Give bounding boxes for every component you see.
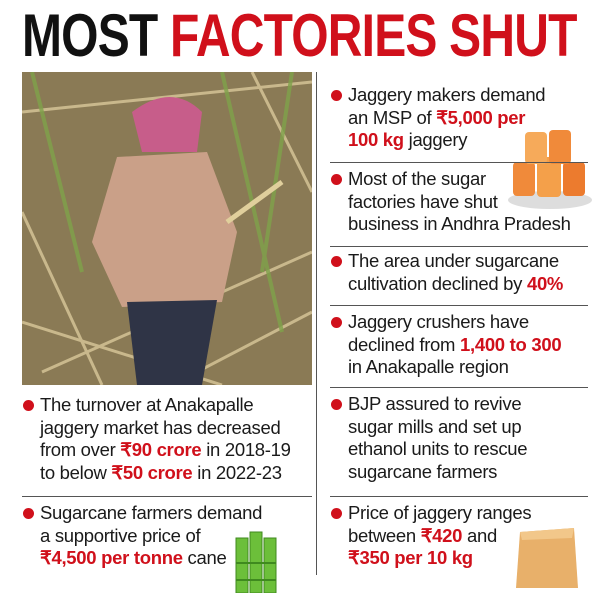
- bullet-line: from over ₹90 crore in 2018-19: [40, 439, 291, 462]
- bullet-line: ethanol units to rescue: [348, 438, 528, 461]
- highlight-text: 40%: [526, 272, 564, 294]
- bullet-text: factories have shut: [348, 190, 498, 212]
- bullet-text: Sugarcane farmers demand: [40, 502, 263, 523]
- bullet-line: Jaggery crushers have: [331, 311, 561, 334]
- bullet: Jaggery makers demand an MSP of ₹5,000 pe…: [331, 84, 546, 152]
- bullet-text: jaggery market has decreased: [40, 416, 281, 438]
- bullet-dot: [331, 256, 342, 267]
- bullet-line: Price of jaggery ranges: [331, 502, 532, 525]
- bullet-line: an MSP of ₹5,000 per: [348, 107, 545, 130]
- bullet-line: 100 kg jaggery: [348, 129, 545, 152]
- bullet-line: ₹350 per 10 kg: [348, 547, 531, 570]
- bullet-text: BJP assured to revive: [348, 393, 522, 414]
- bullet-text: sugarcane farmers: [348, 460, 498, 482]
- bullet-line: cultivation declined by 40%: [348, 273, 563, 296]
- sugarcane-icon: [235, 531, 277, 593]
- bullet-text: business in Andhra Pradesh: [348, 213, 571, 234]
- bullet-line: business in Andhra Pradesh: [348, 213, 571, 236]
- highlight-text: ₹90 crore: [120, 439, 202, 460]
- bullet: The area under sugarcane cultivation decl…: [331, 250, 563, 296]
- highlight-text: ₹420: [420, 524, 463, 546]
- jaggery-block-icon: [516, 528, 578, 588]
- bullet-line: jaggery market has decreased: [40, 417, 291, 440]
- bullet-text: to below: [40, 461, 112, 483]
- bullet: Most of the sugar factories have shut busi…: [331, 168, 571, 236]
- bullet: The turnover at Anakapalle jaggery market…: [23, 394, 291, 485]
- bullet-dot: [331, 317, 342, 328]
- bullet-dot: [331, 174, 342, 185]
- title: MOST FACTORIES SHUT: [22, 4, 582, 68]
- bullet-line: a supportive price of: [40, 525, 262, 548]
- bullet-line: sugar mills and set up: [348, 416, 527, 439]
- bullet-line: declined from 1,400 to 300: [348, 333, 562, 357]
- bullet-text: Most of the sugar: [348, 168, 486, 189]
- bullet-dot: [23, 400, 34, 411]
- divider: [330, 496, 588, 497]
- bullet-text: Jaggery crushers have: [348, 311, 529, 332]
- bullet-text: Jaggery makers demand: [348, 84, 546, 105]
- bullet-text: declined from: [348, 333, 460, 355]
- bullet-text: in Anakapalle region: [348, 356, 509, 377]
- bullet-dot: [331, 90, 342, 101]
- highlight-text: ₹4,500 per tonne: [40, 547, 183, 568]
- divider: [330, 162, 588, 163]
- bullet: Price of jaggery ranges between ₹420 and ₹…: [331, 502, 532, 570]
- bullet-dot: [331, 399, 342, 410]
- bullet-text: The turnover at Anakapalle: [40, 394, 254, 415]
- highlight-text: ₹5,000 per: [436, 106, 526, 128]
- bullet-line: BJP assured to revive: [331, 393, 527, 416]
- bullet-line: The area under sugarcane: [331, 250, 563, 273]
- highlight-text: ₹50 crore: [111, 461, 193, 483]
- bullet-line: between ₹420 and: [348, 525, 531, 548]
- divider: [22, 496, 312, 497]
- bullet-text: The area under sugarcane: [348, 250, 559, 271]
- bullet-text: ethanol units to rescue: [348, 438, 528, 459]
- bullet-text: cane: [182, 547, 227, 568]
- bullet-text: from over: [40, 439, 121, 460]
- title-red: FACTORIES SHUT: [170, 2, 577, 69]
- bullet-text: an MSP of: [348, 106, 437, 128]
- bullet: Jaggery crushers have declined from 1,400…: [331, 311, 562, 379]
- highlight-text: 100 kg: [348, 129, 404, 150]
- bullet-line: Jaggery makers demand: [331, 84, 546, 107]
- bullet-line: factories have shut: [348, 191, 571, 214]
- bullet-line: in Anakapalle region: [348, 356, 561, 379]
- bullet-text: in 2018-19: [201, 439, 291, 460]
- bullet-text: Price of jaggery ranges: [348, 502, 532, 523]
- divider: [330, 387, 588, 388]
- bullet-dot: [23, 508, 34, 519]
- bullet: BJP assured to revive sugar mills and set…: [331, 393, 528, 484]
- bullet-line: The turnover at Anakapalle: [23, 394, 291, 417]
- bullet-text: cultivation declined by: [348, 272, 527, 294]
- bullet-text: between: [348, 524, 421, 546]
- bullet-dot: [331, 508, 342, 519]
- jaggery-icon: [508, 130, 592, 209]
- bullet-line: sugarcane farmers: [348, 461, 527, 484]
- highlight-text: 1,400 to 300: [460, 333, 562, 355]
- bullet-line: Sugarcane farmers demand: [23, 502, 263, 525]
- divider: [330, 305, 588, 306]
- divider: [330, 246, 588, 247]
- bullet-text: and: [462, 524, 497, 546]
- bullet-text: sugar mills and set up: [348, 415, 522, 437]
- highlight-text: ₹350 per 10 kg: [348, 547, 473, 568]
- bullet-text: in 2022-23: [192, 461, 282, 483]
- bullet-line: ₹4,500 per tonne cane: [40, 547, 262, 570]
- bullet: Sugarcane farmers demand a supportive pri…: [23, 502, 263, 570]
- bullet-text: a supportive price of: [40, 524, 201, 546]
- bullet-line: Most of the sugar: [331, 168, 571, 191]
- bullet-text: jaggery: [403, 129, 468, 150]
- bullet-line: to below ₹50 crore in 2022-23: [40, 462, 291, 485]
- column-divider: [316, 72, 317, 575]
- title-dark: MOST: [22, 2, 158, 69]
- photo: [22, 72, 312, 385]
